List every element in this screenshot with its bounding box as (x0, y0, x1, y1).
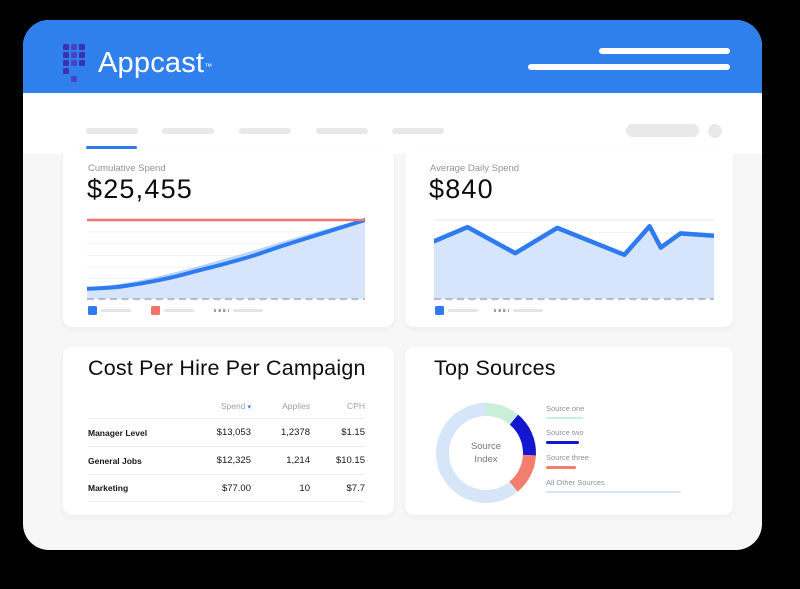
cph-table-body: Manager Level $13,053 1,2378 $1.15 General J… (88, 418, 365, 502)
legend-label: Source three (546, 453, 589, 462)
nav-tab-4[interactable] (316, 128, 368, 134)
legend-color-bar (546, 466, 576, 469)
average-daily-spend-card: Average Daily Spend $840 (405, 150, 733, 327)
legend-label-placeholder (164, 309, 194, 312)
cell-campaign-name: General Jobs (88, 455, 142, 466)
source-legend-item: Source one (546, 404, 681, 419)
legend-item (88, 306, 131, 315)
legend-label-placeholder (233, 309, 263, 312)
cph-table: Spend ▾ Applies CPH Manager Level $13,053 1… (88, 393, 365, 502)
card-title: Cost Per Hire Per Campaign (88, 356, 366, 380)
header-line-placeholder (528, 64, 730, 70)
nav-tab-1[interactable] (86, 128, 138, 134)
sort-desc-icon: ▾ (247, 403, 251, 411)
app-window: Appcast™ Cumulative Spend $25,455 (23, 20, 762, 550)
column-header-label: Spend (220, 400, 246, 411)
header-line-placeholder (599, 48, 730, 54)
app-header: Appcast™ (23, 20, 762, 93)
avatar[interactable] (708, 124, 722, 138)
dashed-line-swatch-icon (214, 309, 229, 312)
legend-item (151, 306, 194, 315)
cost-per-hire-card: Cost Per Hire Per Campaign Spend ▾ Applie… (63, 347, 394, 515)
table-row: Manager Level $13,053 1,2378 $1.15 (88, 418, 365, 446)
cell-cph: $7.7 (346, 482, 366, 494)
legend-label-placeholder (513, 309, 543, 312)
nav-tab-2[interactable] (162, 128, 214, 134)
dashed-line-swatch-icon (494, 309, 509, 312)
cell-applies: 1,2378 (280, 427, 310, 438)
source-legend-item: Source two (546, 428, 681, 444)
table-header-row: Spend ▾ Applies CPH (88, 393, 365, 418)
donut-center-line2: Index (474, 454, 498, 465)
column-header-applies: Applies (282, 400, 310, 411)
chart-legend (435, 306, 543, 315)
donut-center-label: Source Index (430, 397, 542, 509)
cell-campaign-name: Marketing (88, 483, 129, 493)
nav-bar (23, 93, 762, 154)
nav-tab-3[interactable] (239, 128, 291, 134)
cell-campaign-name: Manager Level (88, 427, 148, 438)
cell-applies: 1,214 (286, 455, 310, 466)
blue-series-swatch-icon (435, 306, 444, 315)
legend-item (214, 309, 263, 312)
card-title: Top Sources (434, 356, 556, 380)
kpi-value: $840 (429, 174, 494, 204)
legend-color-bar (546, 417, 583, 419)
legend-label-placeholder (101, 309, 131, 312)
nav-action-button[interactable] (626, 124, 699, 137)
legend-label: All Other Sources (546, 477, 605, 487)
top-sources-card: Top Sources Source Index Source one Sourc… (405, 347, 733, 515)
cell-spend: $12,325 (216, 455, 251, 466)
legend-color-bar (546, 441, 579, 444)
kpi-label: Average Daily Spend (430, 163, 520, 174)
nav-tab-5[interactable] (392, 128, 444, 134)
legend-item (494, 309, 543, 312)
table-row: General Jobs $12,325 1,214 $10.15 (88, 446, 365, 474)
legend-label-placeholder (448, 309, 478, 312)
blue-series-swatch-icon (88, 306, 97, 315)
legend-label: Source two (546, 428, 584, 437)
cell-spend: $77.00 (221, 482, 251, 494)
brand-text: Appcast (98, 47, 205, 79)
column-header-spend[interactable]: Spend ▾ (176, 401, 251, 411)
donut-center-line1: Source (470, 441, 502, 452)
cell-cph: $1.15 (341, 427, 365, 438)
kpi-label: Cumulative Spend (88, 163, 166, 174)
trademark-symbol: ™ (204, 62, 213, 71)
legend-label: Source one (546, 404, 585, 413)
appcast-dots-logo-icon (63, 44, 85, 82)
donut-chart (436, 403, 536, 503)
average-daily-spend-chart (434, 219, 714, 301)
legend-color-bar (546, 490, 681, 493)
cumulative-spend-chart (87, 218, 365, 301)
kpi-value: $25,455 (87, 174, 193, 204)
appcast-logo: Appcast™ (63, 44, 212, 82)
brand-name: Appcast™ (98, 44, 212, 82)
source-index-donut: Source Index (430, 397, 542, 509)
cell-cph: $10.15 (335, 455, 365, 466)
cumulative-spend-card: Cumulative Spend $25,455 (63, 150, 394, 327)
chart-legend (88, 306, 263, 315)
column-header-cph: CPH (347, 400, 365, 411)
cell-spend: $13,053 (216, 427, 251, 438)
legend-item (435, 306, 478, 315)
top-sources-legend: Source one Source two Source three All Othe… (546, 404, 681, 502)
source-legend-item: Source three (546, 453, 681, 469)
red-target-swatch-icon (151, 306, 160, 315)
cell-applies: 10 (299, 482, 310, 494)
table-row: Marketing $77.00 10 $7.7 (88, 474, 365, 502)
active-tab-underline (86, 146, 137, 149)
source-legend-item: All Other Sources (546, 477, 681, 493)
